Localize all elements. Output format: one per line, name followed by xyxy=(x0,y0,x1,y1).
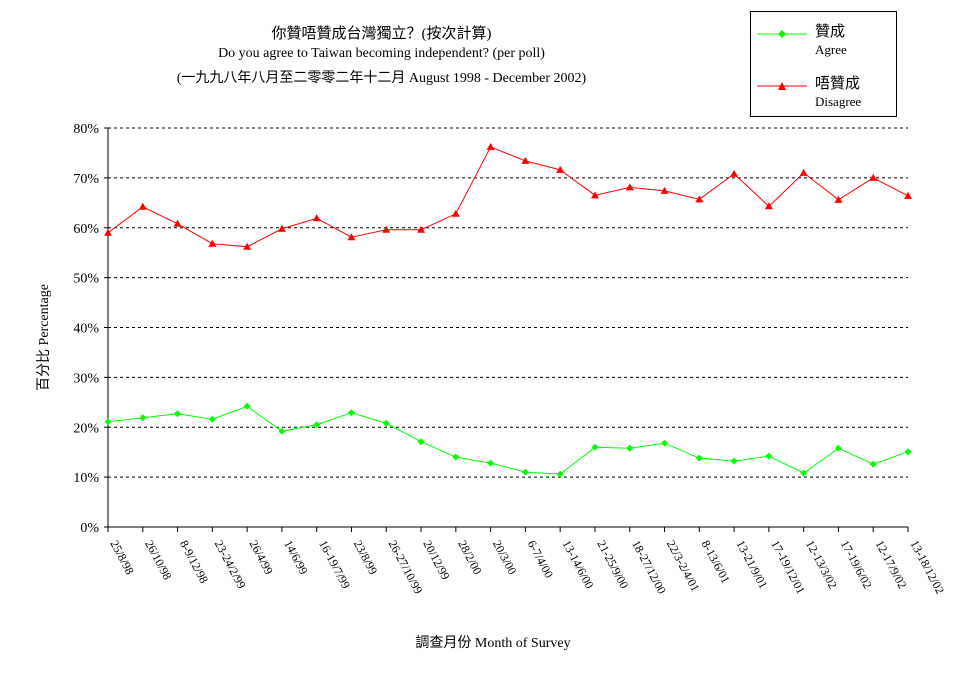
data-point-disagree xyxy=(799,168,808,176)
data-point-agree xyxy=(174,410,182,418)
data-point-disagree xyxy=(173,219,182,227)
data-point-agree xyxy=(834,444,842,452)
legend-label-agree-en: Agree xyxy=(815,42,847,57)
data-point-disagree xyxy=(764,202,773,210)
legend-item-agree: 贊成 Agree xyxy=(751,20,898,66)
x-tick-label: 13-14/6/00 xyxy=(560,538,597,591)
legend-label-agree-zh: 贊成 xyxy=(815,24,846,40)
chart-title: 你贊唔贊成台灣獨立？(按次計算) xyxy=(271,26,492,42)
legend-label-disagree-en: Disagree xyxy=(815,94,862,109)
y-axis-label: 百分比 Percentage xyxy=(36,284,52,391)
data-point-agree xyxy=(452,453,460,461)
data-point-agree xyxy=(347,409,355,417)
data-point-agree xyxy=(382,419,390,427)
legend-item-disagree: 唔贊成 Disagree xyxy=(751,72,898,118)
data-point-agree xyxy=(313,421,321,429)
x-tick-label: 26/10/98 xyxy=(142,538,174,582)
x-tick-label: 14/6/99 xyxy=(281,538,311,577)
x-tick-label: 26-27/10/99 xyxy=(386,538,426,596)
data-point-disagree xyxy=(695,195,704,203)
x-tick-label: 25/8/98 xyxy=(107,538,137,577)
y-tick-label: 70% xyxy=(73,172,99,187)
x-tick-label: 17-19/6/02 xyxy=(838,538,875,591)
x-tick-label: 20/12/99 xyxy=(420,538,452,582)
data-point-agree xyxy=(139,414,147,422)
data-point-disagree xyxy=(869,173,878,181)
data-point-agree xyxy=(869,460,877,468)
legend: 贊成 Agree 唔贊成 Disagree xyxy=(750,11,897,117)
x-tick-label: 12-17/9/02 xyxy=(873,538,910,591)
x-tick-label: 18-27/12/00 xyxy=(629,538,669,596)
x-tick-label: 13-18/12/02 xyxy=(907,538,947,596)
y-tick-label: 10% xyxy=(73,471,99,486)
chart-subtitle: Do you agree to Taiwan becoming independ… xyxy=(218,46,545,61)
data-point-disagree xyxy=(347,233,356,241)
data-point-disagree xyxy=(277,224,286,232)
x-tick-label: 26/4/99 xyxy=(246,538,276,577)
data-point-disagree xyxy=(834,195,843,203)
data-point-disagree xyxy=(486,142,495,150)
data-point-disagree xyxy=(590,191,599,199)
x-axis-label: 調查月份 Month of Survey xyxy=(415,635,570,651)
data-point-disagree xyxy=(625,183,634,191)
y-tick-label: 60% xyxy=(73,222,99,237)
data-point-agree xyxy=(521,468,529,476)
data-point-agree xyxy=(417,438,425,446)
x-tick-label: 16-19/7/99 xyxy=(316,538,353,591)
legend-label-disagree-zh: 唔贊成 xyxy=(815,76,861,92)
data-point-agree xyxy=(661,439,669,447)
chart-date-range: (一九九八年八月至二零零二年十二月 August 1998 - December… xyxy=(176,71,587,86)
data-point-disagree xyxy=(451,209,460,217)
y-tick-label: 80% xyxy=(73,122,99,137)
data-point-disagree xyxy=(104,228,112,236)
x-tick-label: 28/2/00 xyxy=(455,538,485,577)
legend-swatch-agree xyxy=(757,30,807,38)
data-point-disagree xyxy=(660,186,669,194)
y-tick-label: 30% xyxy=(73,371,99,386)
data-point-agree xyxy=(243,402,251,410)
data-point-disagree xyxy=(904,191,912,199)
x-tick-label: 21-25/9/00 xyxy=(594,538,631,591)
data-point-disagree xyxy=(312,214,321,222)
data-point-disagree xyxy=(243,242,252,250)
data-point-disagree xyxy=(417,225,426,233)
data-point-agree xyxy=(104,418,112,426)
x-tick-label: 8-9/12/98 xyxy=(177,538,211,586)
data-point-agree xyxy=(695,454,703,462)
data-point-agree xyxy=(730,457,738,465)
data-point-agree xyxy=(800,469,808,477)
x-tick-label: 13-21/9/01 xyxy=(733,538,770,591)
x-tick-label: 17-19/12/01 xyxy=(768,538,808,596)
data-point-agree xyxy=(487,459,495,467)
series-line-agree xyxy=(107,405,909,475)
series-line-disagree xyxy=(107,146,909,248)
data-point-agree xyxy=(208,415,216,423)
data-point-agree xyxy=(904,448,912,456)
data-point-disagree xyxy=(208,239,217,247)
legend-swatch-disagree xyxy=(757,82,807,90)
data-point-agree xyxy=(626,444,634,452)
data-point-agree xyxy=(591,443,599,451)
x-tick-label: 6-7/4/00 xyxy=(525,538,556,580)
x-tick-label: 23/8/99 xyxy=(351,538,381,577)
x-tick-label: 23-24/2/99 xyxy=(212,538,249,591)
x-tick-label: 22/3-2/4/01 xyxy=(664,538,703,594)
y-tick-label: 50% xyxy=(73,272,99,287)
y-tick-label: 0% xyxy=(80,521,99,536)
data-point-agree xyxy=(278,427,286,435)
x-tick-label: 12-13/3/02 xyxy=(803,538,840,591)
x-tick-label: 20/3/00 xyxy=(490,538,520,577)
data-point-disagree xyxy=(556,165,565,173)
data-point-agree xyxy=(556,470,564,478)
data-point-disagree xyxy=(382,225,391,233)
y-tick-label: 40% xyxy=(73,322,99,337)
data-point-disagree xyxy=(730,169,739,177)
data-point-agree xyxy=(765,452,773,460)
data-point-disagree xyxy=(521,156,530,164)
x-tick-label: 8-13/6/01 xyxy=(699,538,733,586)
y-tick-label: 20% xyxy=(73,421,99,436)
data-point-disagree xyxy=(138,202,147,210)
